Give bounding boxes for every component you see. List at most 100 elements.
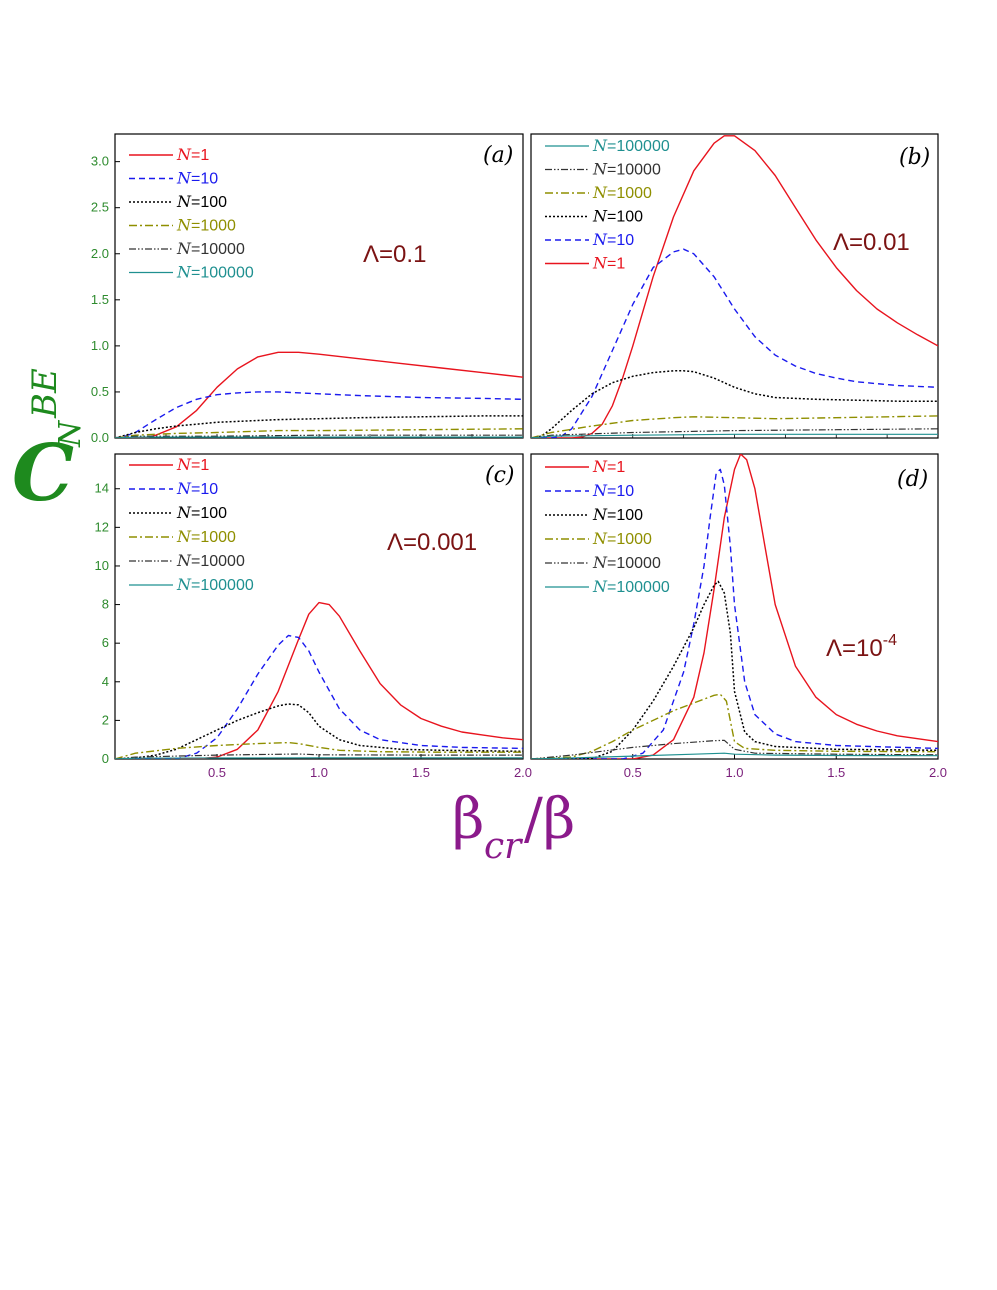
y-tick-label: 0.5 (91, 384, 109, 399)
series-line-N-1 (115, 601, 523, 759)
panel-label: (d) (897, 467, 928, 492)
series-line-N-1 (115, 351, 523, 438)
legend-label-value: =100000 (607, 579, 670, 596)
series-line-N-10000 (115, 753, 523, 759)
lambda-annotation-exponent: -4 (883, 632, 897, 649)
legend-label-value: =100 (607, 209, 643, 226)
lambda-annotation: Λ=0.01 (833, 229, 910, 256)
y-tick-label: 4 (102, 674, 109, 689)
legend-label-N-100: N=100 (592, 505, 643, 524)
series-line-N-10 (115, 391, 523, 438)
legend-label-n: N (176, 575, 192, 594)
legend-label-n: N (176, 239, 192, 258)
legend-label-n: N (176, 263, 192, 282)
legend-label-value: =10 (191, 481, 218, 498)
legend-label-n: N (176, 145, 192, 164)
panel-label: (a) (483, 143, 513, 168)
legend-label-value: =100 (191, 194, 227, 211)
legend-label-n: N (176, 192, 192, 211)
legend-label-n: N (592, 505, 608, 524)
legend-label-N-1: N=1 (176, 145, 209, 164)
legend-label-N-10000: N=10000 (592, 553, 661, 572)
series-line-N-100 (531, 370, 938, 438)
y-axis-label-main: C (12, 428, 74, 519)
legend-label-N-10000: N=10000 (176, 551, 245, 570)
y-tick-label: 12 (95, 519, 109, 534)
series-line-N-100 (115, 703, 523, 759)
chart-panel-d: 0.5 1.0 1.5 2.0N=1N=10N=100N=1000N=10000N=1… (530, 453, 947, 780)
legend-label-n: N (592, 183, 608, 202)
series-line-N-10 (531, 248, 938, 438)
series-line-N-10 (115, 634, 523, 759)
x-axis-label-subscript: cr (484, 826, 523, 867)
y-tick-label: 3.0 (91, 154, 109, 169)
y-tick-label: 0.0 (91, 430, 109, 445)
y-tick-label: 10 (95, 558, 109, 573)
legend-label-N-1000: N=1000 (176, 527, 236, 546)
y-tick-label: 1.0 (91, 338, 109, 353)
legend-label-n: N (592, 481, 608, 500)
panel-label: (b) (899, 145, 930, 170)
legend-label-N-10: N=10 (176, 479, 218, 498)
legend-label-value: =10 (191, 171, 218, 188)
legend-label-value: =10000 (607, 555, 661, 572)
series-group (115, 601, 523, 759)
series-line-N-100 (531, 580, 938, 759)
x-tick-label: 1.0 (310, 765, 328, 780)
legend-label-N-10000: N=10000 (176, 239, 245, 258)
legend-label-N-10: N=10 (592, 230, 634, 249)
legend-label-value: =100 (607, 507, 643, 524)
legend-label-n: N (592, 136, 608, 155)
legend-label-N-10: N=10 (592, 481, 634, 500)
lambda-annotation: Λ=0.001 (387, 529, 477, 556)
legend-label-N-100000: N=100000 (592, 577, 670, 596)
y-tick-label: 14 (95, 481, 109, 496)
legend-label-N-100000: N=100000 (176, 575, 254, 594)
legend-label-N-1000: N=1000 (176, 216, 236, 235)
series-line-N-100 (115, 415, 523, 438)
legend-label-N-1000: N=1000 (592, 183, 652, 202)
series-line-N-10000 (531, 739, 938, 759)
y-tick-label: 6 (102, 635, 109, 650)
legend-label-value: =1 (191, 457, 209, 474)
y-tick-label: 2.0 (91, 246, 109, 261)
legend-label-value: =1 (191, 147, 209, 164)
series-line-N-100000 (115, 757, 523, 759)
legend-label-N-1: N=1 (176, 455, 209, 474)
legend-label-value: =10000 (191, 241, 245, 258)
y-tick-label: 1.5 (91, 292, 109, 307)
legend-label-N-100: N=100 (176, 192, 227, 211)
legend-label-N-1: N=1 (592, 457, 625, 476)
legend-label-n: N (176, 551, 192, 570)
x-axis-label: β cr /β (452, 787, 575, 867)
legend-label-n: N (592, 160, 608, 179)
y-tick-label: 0 (102, 751, 109, 766)
x-tick-label: 2.0 (929, 765, 947, 780)
chart-panel-a: 0.00.51.01.52.02.53.0 N=1N=10N=100N=1000N… (91, 133, 524, 445)
x-tick-label: 0.5 (208, 765, 226, 780)
legend-label-n: N (592, 230, 608, 249)
lambda-annotation: Λ=10-4 (826, 632, 897, 662)
x-axis-label-main: β (452, 787, 484, 852)
legend-label-value: =100 (191, 505, 227, 522)
x-tick-label: 1.0 (725, 765, 743, 780)
legend-label-value: =1 (607, 256, 625, 273)
lambda-annotation-main: Λ=10 (826, 635, 883, 662)
legend-label-n: N (176, 503, 192, 522)
legend-label-value: =10 (607, 232, 634, 249)
legend-label-N-100: N=100 (592, 207, 643, 226)
y-tick-label: 2 (102, 712, 109, 727)
legend-label-value: =1000 (191, 218, 236, 235)
legend-label-n: N (592, 457, 608, 476)
x-tick-label: 0.5 (624, 765, 642, 780)
series-group (531, 135, 938, 438)
y-tick-label: 8 (102, 597, 109, 612)
legend-label-value: =1000 (607, 185, 652, 202)
legend-label-n: N (592, 207, 608, 226)
legend-label-value: =10000 (607, 162, 661, 179)
